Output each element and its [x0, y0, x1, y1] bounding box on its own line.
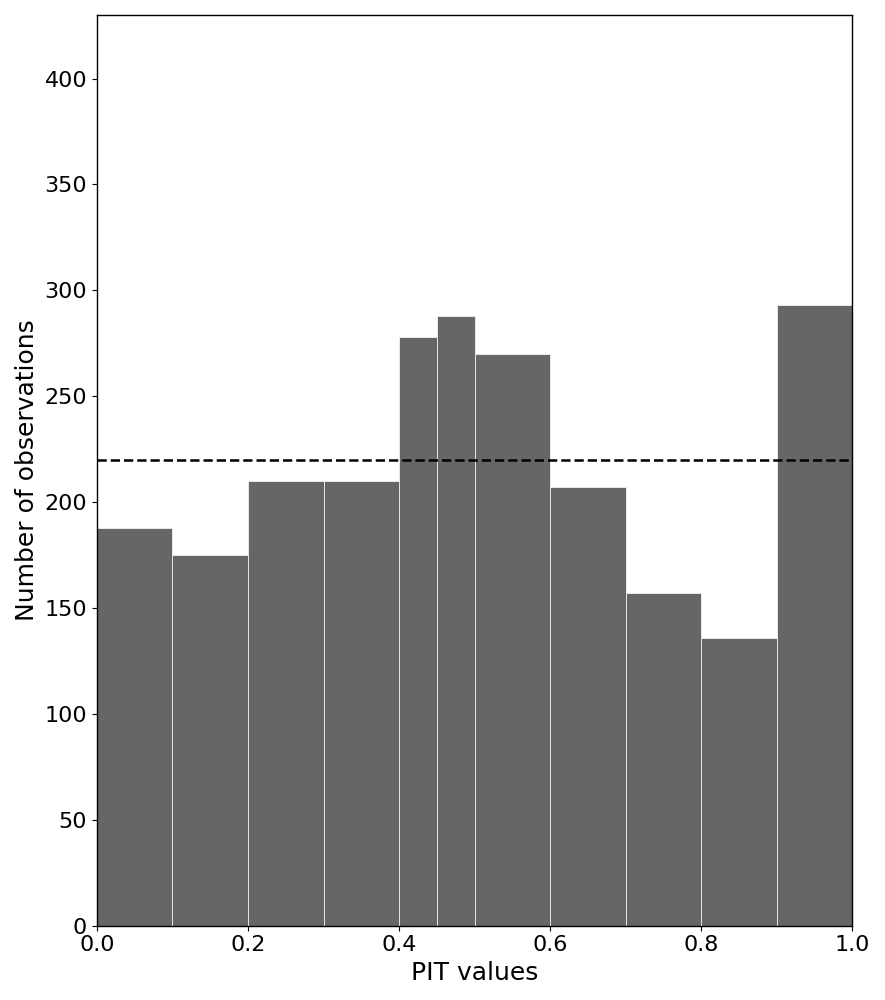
Y-axis label: Number of observations: Number of observations: [15, 319, 39, 621]
Bar: [701, 638, 777, 926]
Bar: [626, 593, 701, 926]
Bar: [324, 481, 399, 926]
Bar: [777, 305, 852, 926]
Bar: [248, 481, 324, 926]
Bar: [96, 528, 173, 926]
Bar: [474, 354, 550, 926]
X-axis label: PIT values: PIT values: [411, 961, 538, 985]
Bar: [173, 555, 248, 926]
Bar: [550, 487, 626, 926]
Bar: [399, 337, 437, 926]
Bar: [437, 316, 474, 926]
